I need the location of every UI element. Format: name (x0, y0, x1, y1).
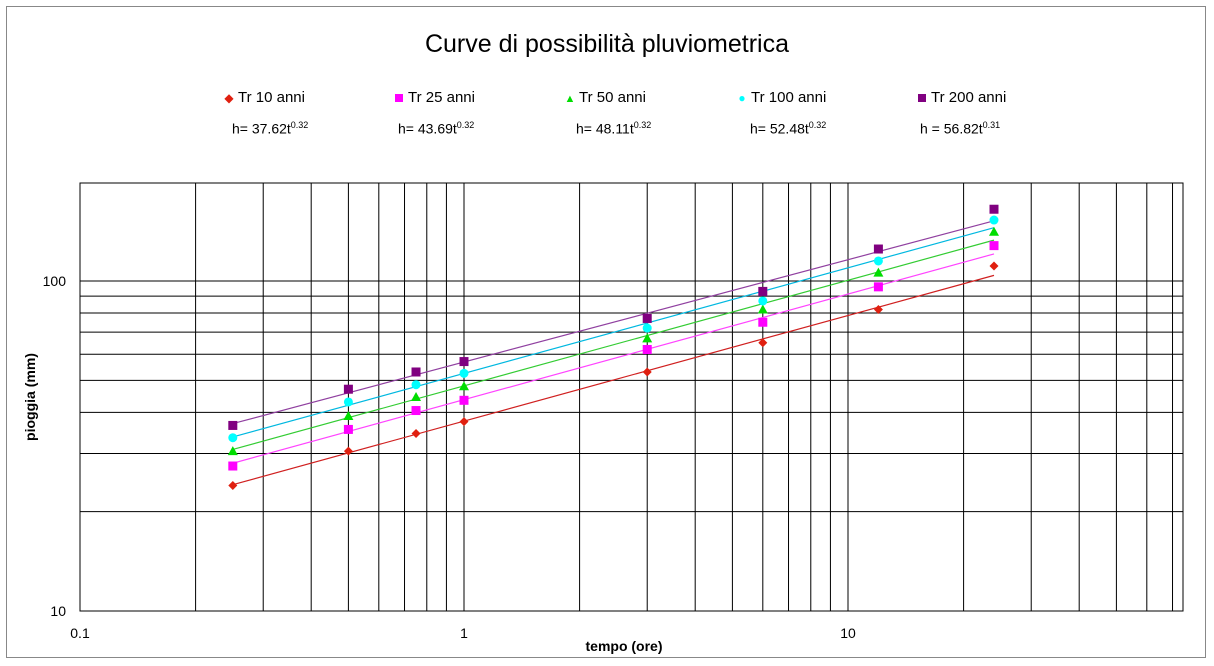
data-point (411, 429, 421, 439)
diamond-marker-icon: ◆ (224, 91, 234, 105)
data-point (758, 296, 768, 306)
square-marker-icon (392, 89, 406, 106)
y-tick-label: 10 (50, 603, 66, 619)
data-point (642, 333, 653, 343)
legend-item-tr50: ▲ Tr 50 anni (563, 89, 646, 106)
data-point (642, 323, 652, 333)
equation-tr50: h= 48.11t0.32 (576, 120, 652, 137)
equation-tr200: h = 56.82t0.31 (920, 120, 1001, 137)
trendline (232, 227, 995, 438)
data-point (227, 446, 238, 456)
legend-label: Tr 50 anni (579, 89, 646, 106)
data-point (343, 397, 353, 407)
data-point (989, 215, 999, 225)
data-point (459, 368, 469, 378)
data-point (758, 317, 768, 327)
plot-border (79, 182, 1184, 612)
data-point (228, 481, 238, 491)
legend-label: Tr 25 anni (408, 89, 475, 106)
trendline (232, 220, 995, 425)
legend-label: Tr 10 anni (238, 89, 305, 106)
x-tick-label: 1 (460, 625, 468, 641)
data-point (642, 367, 652, 377)
data-point (989, 204, 999, 214)
data-point (873, 244, 883, 254)
data-point (411, 406, 421, 416)
y-axis-title: pioggia (mm) (22, 353, 38, 441)
legend-label: Tr 100 anni (751, 89, 827, 106)
chart-title: Curve di possibilità pluviometrica (424, 30, 790, 58)
data-point (873, 256, 883, 266)
data-point (459, 395, 469, 405)
x-tick-label: 10 (840, 625, 856, 641)
data-point (343, 424, 353, 434)
data-point (873, 267, 884, 277)
grid-lines (79, 182, 1184, 612)
circle-marker-icon: ● (738, 91, 746, 105)
data-point (459, 381, 469, 391)
data-point (411, 392, 422, 402)
data-point (989, 261, 999, 271)
data-point (411, 367, 421, 377)
data-point (642, 313, 652, 323)
data-point (873, 282, 883, 292)
data-point (343, 410, 354, 420)
legend-item-tr100: ● Tr 100 anni (735, 89, 826, 106)
data-point (989, 241, 999, 251)
x-tick-label: 0.1 (70, 625, 90, 641)
data-point (758, 286, 768, 296)
trendline (232, 239, 995, 451)
data-point (459, 357, 469, 367)
data-point (343, 446, 353, 456)
square-marker-icon (915, 89, 929, 106)
data-point (459, 417, 469, 427)
legend-item-tr200: Tr 200 anni (915, 89, 1006, 106)
trendline (232, 253, 995, 464)
data-point (228, 420, 238, 430)
equation-tr100: h= 52.48t0.32 (750, 120, 827, 137)
data-point (757, 304, 768, 314)
data-point (343, 384, 353, 394)
legend-item-tr25: Tr 25 anni (392, 89, 475, 106)
tick-labels: 0.1 1 10 10 100 (43, 273, 856, 641)
data-point (228, 461, 238, 471)
triangle-marker-icon: ▲ (564, 93, 576, 105)
legend-item-tr10: ◆ Tr 10 anni (222, 89, 305, 106)
data-point (411, 380, 421, 390)
trendlines (232, 220, 995, 486)
legend-label: Tr 200 anni (931, 89, 1007, 106)
y-tick-label: 100 (43, 273, 67, 289)
x-axis-title: tempo (ore) (586, 638, 663, 654)
equation-tr10: h= 37.62t0.32 (232, 120, 309, 137)
data-point (642, 345, 652, 355)
equation-tr25: h= 43.69t0.32 (398, 120, 475, 137)
data-points (227, 204, 1000, 491)
data-point (758, 338, 768, 348)
data-point (228, 433, 238, 443)
trendline (232, 274, 995, 486)
data-point (873, 304, 883, 314)
data-point (989, 226, 1000, 236)
